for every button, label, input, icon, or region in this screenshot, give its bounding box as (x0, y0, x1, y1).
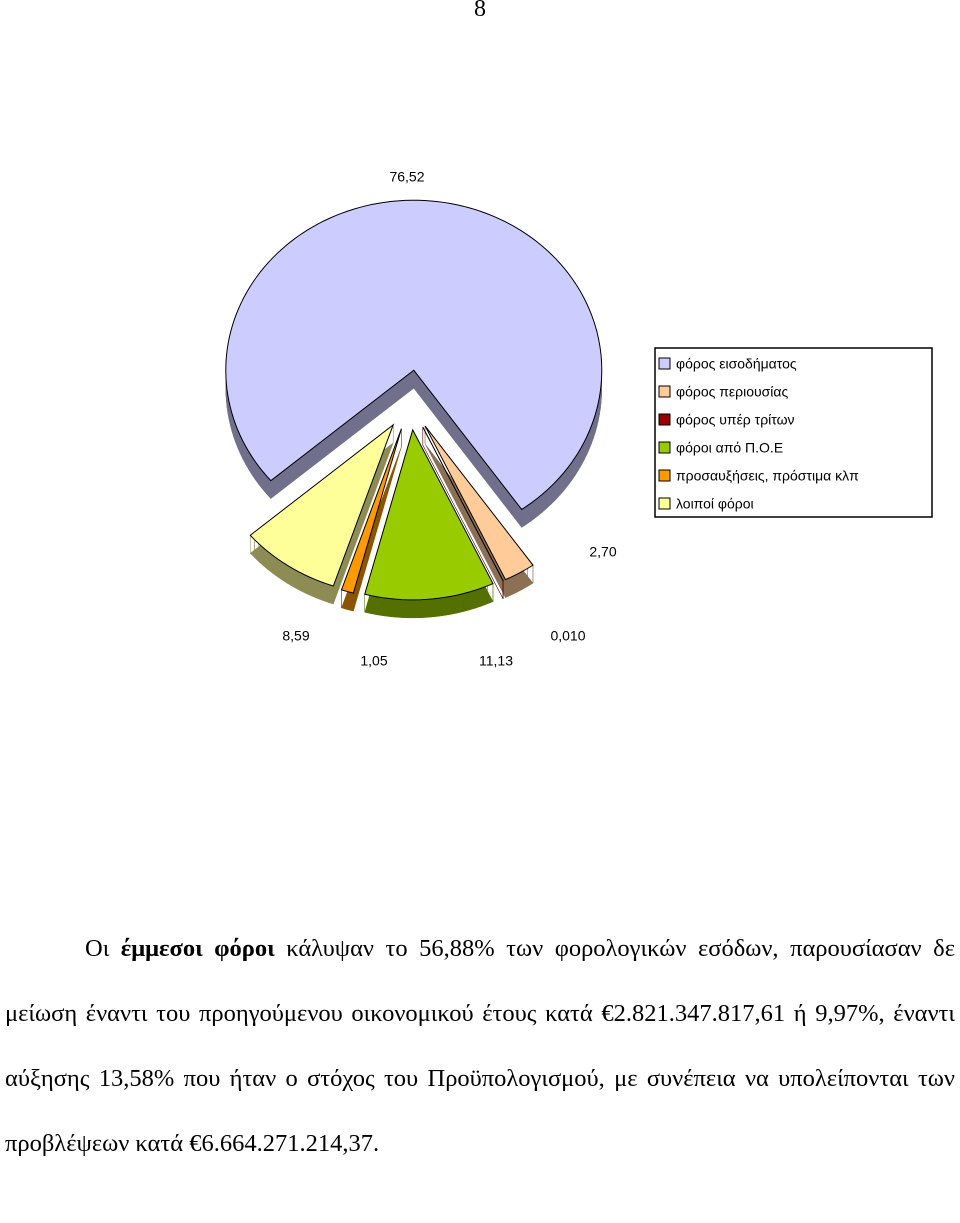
data-label: 0,010 (550, 628, 585, 644)
paragraph: Οι έμμεσοι φόροι κάλυψαν το 56,88% των φ… (5, 916, 955, 1176)
data-label: 8,59 (282, 628, 309, 644)
data-label: 1,05 (360, 653, 387, 669)
slice (424, 425, 534, 581)
legend-label: λοιποί φόροι (676, 496, 754, 512)
legend-swatch (658, 413, 671, 426)
text: Οι (85, 935, 121, 962)
bold-text: έμμεσοι φόροι (120, 935, 275, 962)
legend-swatch (658, 441, 671, 454)
slice-side (422, 427, 504, 600)
slice (225, 199, 603, 511)
data-label: 76,52 (389, 169, 424, 185)
legend-swatch (658, 357, 671, 370)
slice (249, 423, 395, 587)
legend-swatch (658, 469, 671, 482)
text: κάλυψαν το 56,88% των φορολογικών εσόδων… (5, 935, 955, 1157)
slice (422, 426, 504, 582)
legend-swatch (658, 385, 671, 398)
legend-label: φόρος περιουσίας (676, 384, 789, 400)
slice (364, 428, 494, 601)
legend-label: προσαυξήσεις, πρόστιμα κλπ (676, 468, 859, 484)
legend-label: φόρος υπέρ τρίτων (676, 412, 795, 428)
slice (340, 428, 402, 594)
data-label: 2,70 (589, 544, 616, 560)
data-label: 11,13 (479, 653, 513, 669)
legend-box (654, 347, 933, 518)
legend-swatch (658, 497, 671, 510)
legend-label: φόρος εισοδήματος (676, 356, 797, 372)
legend-label: φόροι από Π.Ο.Ε (676, 440, 783, 456)
page-number: 8 (474, 0, 486, 22)
chart: 76,52 2,70 0,010 11,13 1,05 8,59 φόρος εισοδήμ… (225, 169, 933, 669)
